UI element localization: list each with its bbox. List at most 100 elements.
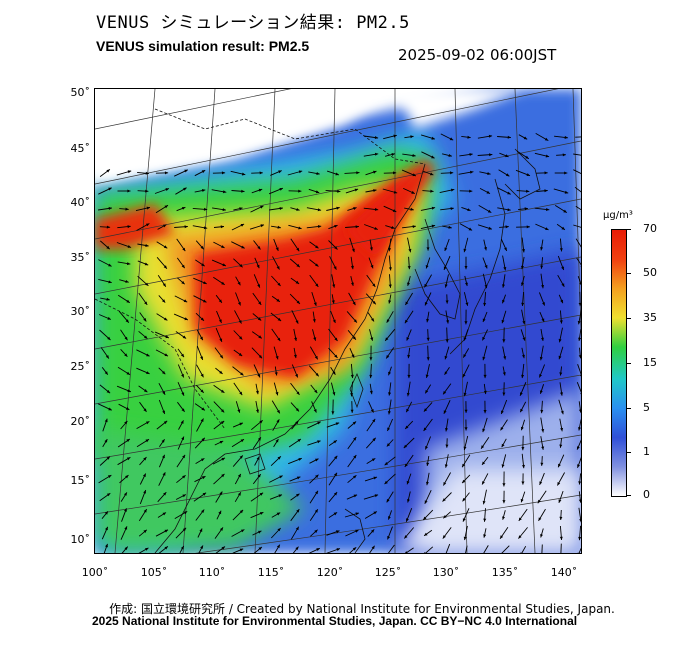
wind-arrow-head xyxy=(425,374,429,378)
longitude-label: 100˚ xyxy=(81,566,109,579)
wind-arrow-head xyxy=(276,298,280,302)
wind-arrow-head xyxy=(201,170,206,174)
title-japanese: VENUS シミュレーション結果: PM2.5 xyxy=(96,13,410,33)
wind-arrow-head xyxy=(199,528,203,532)
wind-arrow-head xyxy=(386,443,391,447)
wind-arrow-head xyxy=(146,371,150,374)
wind-arrow-head xyxy=(560,299,563,304)
wind-arrow-head xyxy=(257,284,260,288)
wind-arrow-head xyxy=(463,248,467,253)
wind-arrow-head xyxy=(521,374,525,379)
wind-arrow-head xyxy=(371,545,375,550)
wind-arrow-head xyxy=(200,356,203,360)
wind-arrow-head xyxy=(355,529,359,533)
wind-arrow-head xyxy=(578,427,581,431)
wind-arrow-head xyxy=(374,494,379,498)
wind-arrow-head xyxy=(352,421,357,425)
pm25-map[interactable] xyxy=(94,88,582,554)
wind-arrow-head xyxy=(162,299,166,303)
wind-arrow-head xyxy=(374,227,378,230)
wind-arrow-head xyxy=(502,339,506,343)
wind-arrow-head xyxy=(314,529,318,533)
wind-arrow-head xyxy=(220,389,225,393)
wind-arrow-head xyxy=(297,439,301,442)
wind-arrow-head xyxy=(317,208,322,212)
colorbar-tickmark xyxy=(626,363,631,364)
wind-arrow-head xyxy=(313,302,317,306)
wind-arrow-head xyxy=(558,463,561,468)
wind-arrow-head xyxy=(162,370,166,375)
wind-arrow-head xyxy=(315,245,319,249)
wind-arrow-head xyxy=(520,392,523,396)
wind-arrow-head xyxy=(410,207,414,211)
wind-arrow-head xyxy=(388,248,392,252)
parallel-line xyxy=(95,374,581,460)
wind-arrow-head xyxy=(431,136,435,140)
wind-arrow-head xyxy=(558,499,562,503)
wind-arrow-head xyxy=(182,494,186,498)
wind-arrow-head xyxy=(184,317,188,321)
wind-arrow-head xyxy=(219,355,223,359)
wind-arrow-head xyxy=(482,428,486,433)
wind-arrow-head xyxy=(124,353,128,357)
wind-arrow-head xyxy=(386,498,390,503)
wind-arrow-head xyxy=(146,206,150,210)
wind-arrow-head xyxy=(521,481,525,485)
wind-arrow-head xyxy=(353,319,357,323)
latitude-label: 25˚ xyxy=(70,360,91,373)
wind-arrow-head xyxy=(260,205,264,209)
wind-arrow-head xyxy=(386,319,390,323)
wind-arrow-head xyxy=(256,409,259,413)
wind-arrow-head xyxy=(277,528,281,532)
wind-arrow-head xyxy=(406,480,410,485)
wind-arrow-head xyxy=(241,172,246,176)
wind-arrow-head xyxy=(353,494,358,498)
wind-arrow-head xyxy=(388,392,392,396)
wind-arrow-head xyxy=(279,188,283,191)
wind-arrow-head xyxy=(501,464,505,468)
wind-arrow-head xyxy=(104,418,108,423)
wind-arrow-head xyxy=(406,518,409,522)
wind-arrow-head xyxy=(221,546,225,550)
wind-arrow-head xyxy=(333,440,337,444)
wind-arrow-head xyxy=(296,509,300,513)
wind-arrow-head xyxy=(145,282,149,286)
colorbar-tickmark xyxy=(626,273,631,274)
wind-arrow-head xyxy=(502,299,505,304)
wind-arrow-head xyxy=(410,135,414,139)
wind-arrow-head xyxy=(559,444,563,448)
wind-arrow-head xyxy=(444,355,448,360)
latitude-label: 35˚ xyxy=(70,251,91,264)
wind-arrow-head xyxy=(240,372,244,376)
wind-arrow-head xyxy=(388,371,391,376)
wind-arrow-head xyxy=(443,391,447,395)
wind-arrow-head xyxy=(200,389,204,393)
wind-arrow-head xyxy=(577,320,581,325)
wind-arrow-head xyxy=(502,284,505,288)
wind-arrow-head xyxy=(161,439,165,443)
wind-arrow-head xyxy=(143,490,146,494)
wind-arrow-head xyxy=(237,473,241,478)
wind-arrow-head xyxy=(335,172,339,176)
wind-arrow-head xyxy=(295,526,299,531)
wind-arrow-head xyxy=(334,225,338,228)
wind-arrow-head xyxy=(578,302,581,307)
wind-arrow-head xyxy=(182,475,186,479)
wind-arrow-head xyxy=(334,337,338,341)
wind-arrow-head xyxy=(542,302,545,306)
wind-arrow-head xyxy=(162,472,166,476)
wind-arrow-head xyxy=(465,302,469,306)
wind-arrow-head xyxy=(559,320,563,324)
wind-arrow-head xyxy=(106,493,111,497)
wind-arrow-head xyxy=(237,302,241,306)
wind-arrow-head xyxy=(430,189,434,193)
colorbar-tick-label: 0 xyxy=(643,488,650,501)
wind-arrow-head xyxy=(469,153,473,156)
wind-arrow-head xyxy=(276,544,280,548)
wind-arrow-head xyxy=(426,337,430,341)
wind-arrow-head xyxy=(388,284,392,288)
wind-arrow-head xyxy=(579,519,581,523)
wind-arrow-head xyxy=(502,372,506,376)
coastlines xyxy=(95,108,541,553)
wind-arrow-head xyxy=(336,206,340,210)
